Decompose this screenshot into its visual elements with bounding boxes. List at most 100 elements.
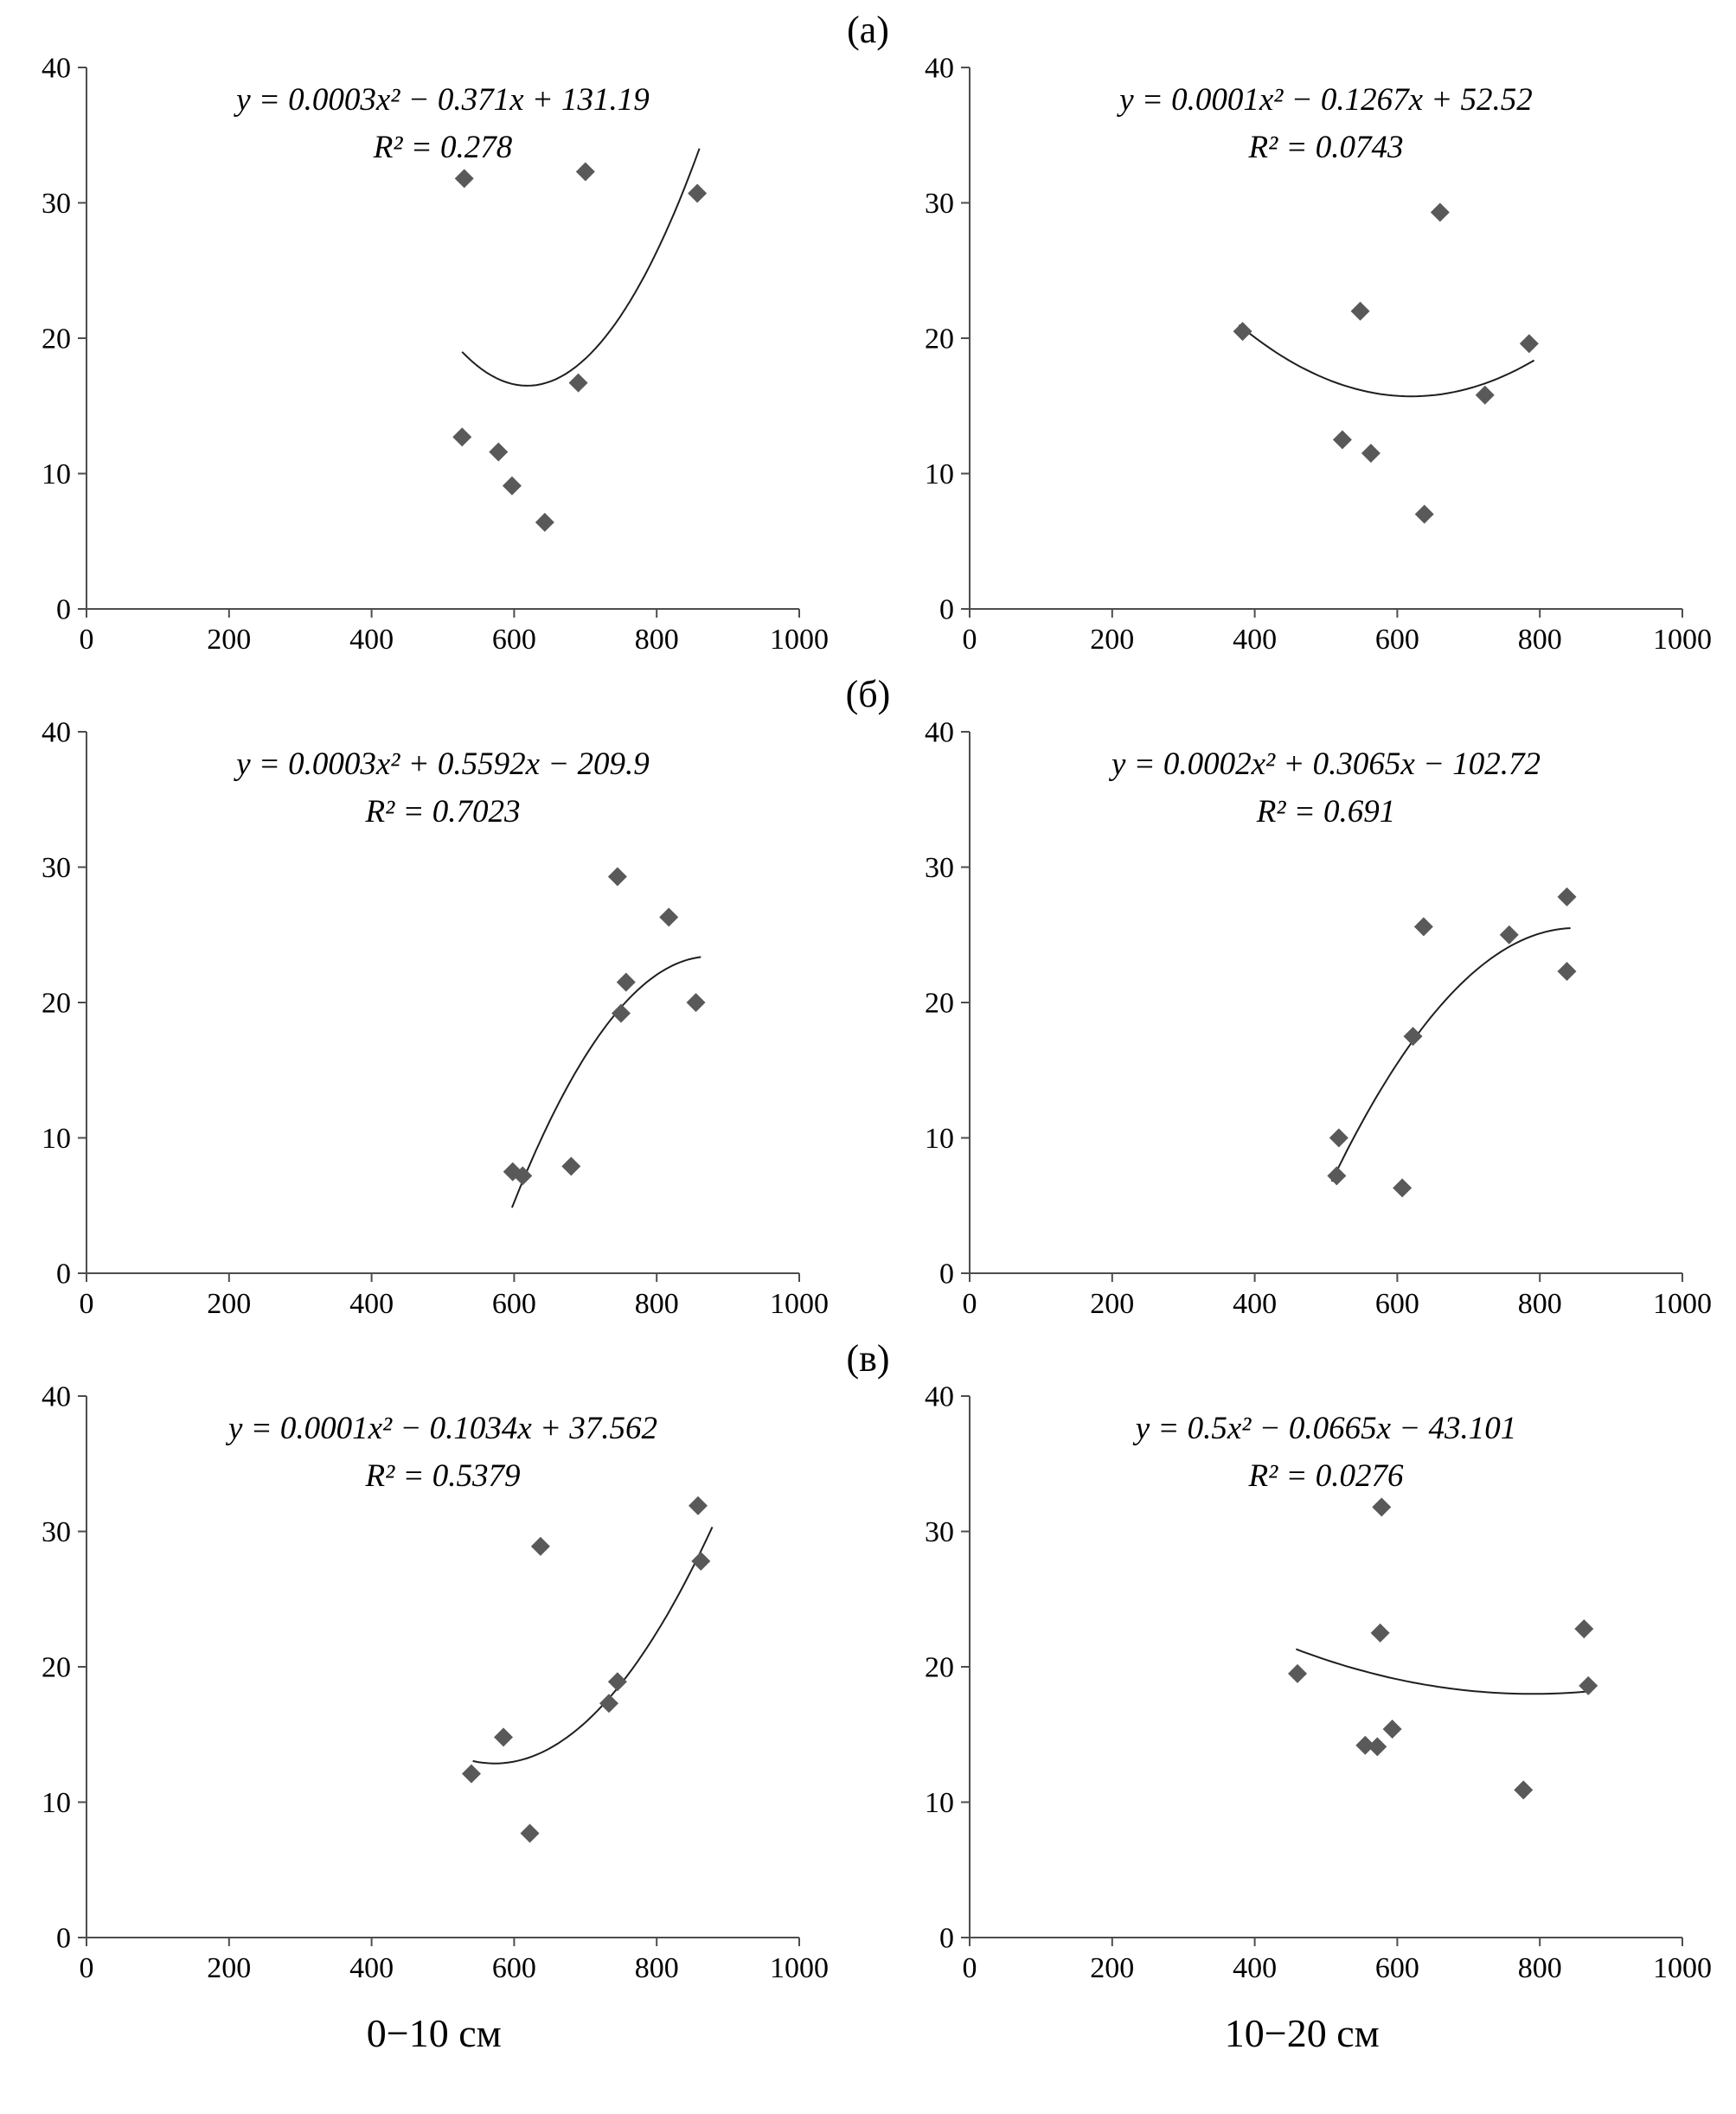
r-squared-text: R² = 0.0743 <box>1248 129 1404 165</box>
scatter-plot: 0 200 400 600 800 1000 0 10 20 30 40 <box>925 1384 1712 1984</box>
data-point-marker <box>561 1156 581 1176</box>
x-tick-label: 400 <box>1233 1288 1277 1320</box>
scatter-plot: 0 200 400 600 800 1000 0 10 20 30 40 <box>42 720 829 1320</box>
panel-label-a: (а) <box>847 9 889 51</box>
data-point-marker <box>535 512 554 532</box>
data-point-marker <box>454 169 474 189</box>
x-tick-label: 0 <box>963 1952 977 1984</box>
x-tick-label: 600 <box>1375 1288 1419 1320</box>
data-point-marker <box>1372 1497 1392 1517</box>
y-tick-label: 20 <box>925 1652 954 1684</box>
data-point-marker <box>616 972 636 992</box>
x-tick-label: 400 <box>1233 624 1277 656</box>
axes <box>78 67 800 618</box>
tick-labels: 0 200 400 600 800 1000 0 10 20 30 40 <box>925 720 1712 1320</box>
r-squared-text: R² = 0.691 <box>1256 793 1396 830</box>
y-tick-label: 30 <box>925 188 954 220</box>
x-tick-label: 600 <box>492 1288 536 1320</box>
x-tick-label: 1000 <box>770 1288 829 1320</box>
scatter-plot: 0 200 400 600 800 1000 0 10 20 30 40 <box>42 55 829 656</box>
chart-a-right: 0 200 400 600 800 1000 0 10 20 30 40 y = 0.0001x² … <box>899 55 1720 669</box>
chart-row-a: 0 200 400 600 800 1000 0 10 20 30 40 y = 0.0003x² … <box>0 55 1736 669</box>
y-tick-label: 30 <box>42 852 71 884</box>
equation-text: y = 0.0001x² − 0.1267x + 52.52 <box>1119 82 1533 118</box>
trend-line <box>1296 1648 1592 1695</box>
data-point-marker <box>1368 1737 1387 1757</box>
axes <box>78 1395 800 1946</box>
data-point-marker <box>575 162 595 182</box>
data-point-marker <box>1579 1675 1598 1695</box>
data-point-marker <box>1557 887 1577 906</box>
trend-line <box>461 148 701 387</box>
x-tick-label: 200 <box>207 624 251 656</box>
chart-v-right: 0 200 400 600 800 1000 0 10 20 30 40 y = 0.5x² − 0… <box>899 1384 1720 1998</box>
data-points <box>1327 887 1577 1198</box>
data-point-marker <box>612 1003 631 1023</box>
tick-labels: 0 200 400 600 800 1000 0 10 20 30 40 <box>925 1384 1712 1984</box>
x-tick-label: 200 <box>1090 1952 1134 1984</box>
data-point-marker <box>461 1764 481 1784</box>
column-label-left: 0−10 см <box>366 2011 502 2055</box>
equation-block: y = 0.0001x² − 0.1034x + 37.562 R² = 0.5… <box>86 1406 799 1499</box>
y-tick-label: 10 <box>925 1123 954 1155</box>
y-tick-label: 20 <box>925 324 954 356</box>
panel-label-v: (в) <box>846 1337 890 1380</box>
x-tick-label: 0 <box>80 624 94 656</box>
data-point-marker <box>1393 1178 1413 1198</box>
chart-b-left: 0 200 400 600 800 1000 0 10 20 30 40 y = 0.0003x² … <box>16 720 837 1334</box>
data-point-marker <box>688 1496 708 1515</box>
scatter-plot: 0 200 400 600 800 1000 0 10 20 30 40 <box>42 1384 829 1984</box>
data-point-marker <box>1403 1027 1423 1047</box>
data-point-marker <box>494 1727 514 1747</box>
data-points <box>1233 202 1539 524</box>
equation-block: y = 0.0003x² − 0.371x + 131.19 R² = 0.27… <box>86 78 799 170</box>
x-tick-label: 1000 <box>770 624 829 656</box>
y-tick-label: 20 <box>42 988 71 1020</box>
equation-text: y = 0.5x² − 0.0665x − 43.101 <box>1135 1411 1517 1446</box>
x-tick-label: 1000 <box>1653 1952 1712 1984</box>
data-points <box>503 867 706 1186</box>
data-point-marker <box>1332 430 1352 450</box>
data-point-marker <box>1475 385 1495 405</box>
data-point-marker <box>659 907 679 927</box>
chart-row-v: 0 200 400 600 800 1000 0 10 20 30 40 y = 0.0001x² … <box>0 1384 1736 1998</box>
x-tick-label: 600 <box>1375 624 1419 656</box>
x-tick-label: 400 <box>1233 1952 1277 1984</box>
x-tick-label: 600 <box>492 624 536 656</box>
equation-block: y = 0.0001x² − 0.1267x + 52.52 R² = 0.07… <box>970 78 1682 170</box>
column-label-right: 10−20 см <box>1224 2011 1380 2055</box>
y-tick-label: 0 <box>939 1923 954 1955</box>
x-tick-label: 400 <box>349 1952 394 1984</box>
y-tick-label: 0 <box>56 1923 71 1955</box>
x-tick-label: 0 <box>80 1952 94 1984</box>
x-tick-label: 200 <box>207 1952 251 1984</box>
x-tick-label: 800 <box>635 1952 679 1984</box>
data-point-marker <box>1327 1166 1347 1186</box>
data-point-marker <box>1350 301 1370 321</box>
y-tick-label: 10 <box>925 458 954 490</box>
equation-block: y = 0.0003x² + 0.5592x − 209.9 R² = 0.70… <box>86 742 799 835</box>
y-tick-label: 30 <box>925 1516 954 1548</box>
x-tick-label: 400 <box>349 624 394 656</box>
tick-labels: 0 200 400 600 800 1000 0 10 20 30 40 <box>42 720 829 1320</box>
x-tick-label: 600 <box>492 1952 536 1984</box>
data-point-marker <box>502 476 522 496</box>
equation-text: y = 0.0003x² + 0.5592x − 209.9 <box>236 746 650 782</box>
axes <box>961 1395 1683 1946</box>
x-tick-label: 200 <box>1090 624 1134 656</box>
x-tick-label: 1000 <box>1653 624 1712 656</box>
x-tick-label: 400 <box>349 1288 394 1320</box>
six-panel-scatter-figure: (а) 0 200 400 600 800 1000 0 10 20 30 40 y = 0.000… <box>0 9 1736 2055</box>
panel-label-b: (б) <box>845 673 891 715</box>
data-point-marker <box>489 442 509 462</box>
data-point-marker <box>607 1672 627 1692</box>
x-tick-label: 800 <box>635 1288 679 1320</box>
y-tick-label: 30 <box>42 1516 71 1548</box>
equation-block: y = 0.5x² − 0.0665x − 43.101 R² = 0.0276 <box>970 1406 1682 1499</box>
data-point-marker <box>1355 1735 1375 1755</box>
y-tick-label: 20 <box>925 988 954 1020</box>
axes <box>961 67 1683 618</box>
data-point-marker <box>1382 1719 1402 1739</box>
data-point-marker <box>1514 1780 1534 1800</box>
